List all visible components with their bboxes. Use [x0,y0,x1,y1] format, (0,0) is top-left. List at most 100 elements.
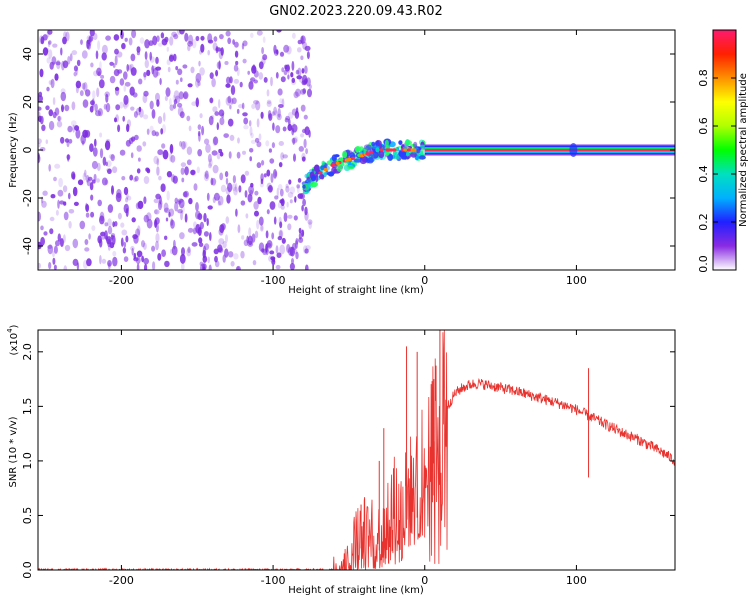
noise-blob [170,248,174,254]
noise-blob [187,246,191,254]
noise-blob [72,186,78,197]
noise-blob [234,50,239,58]
noise-blob [281,67,285,73]
noise-blob [168,152,173,162]
noise-blob [267,110,272,119]
noise-blob [114,86,120,91]
noise-blob [123,186,129,196]
noise-blob [65,31,70,42]
noise-blob [278,162,283,168]
noise-blob [155,66,162,71]
noise-blob [45,105,50,111]
noise-blob [166,46,169,52]
noise-blob [79,220,86,230]
noise-blob [256,141,262,148]
transition-blob [359,158,367,165]
noise-blob [137,225,141,236]
noise-blob [227,37,232,45]
noise-blob [85,175,90,183]
noise-blob [97,235,102,244]
x-tick-label: -200 [109,274,134,287]
noise-blob [171,31,178,37]
noise-blob [143,114,149,120]
noise-blob [40,236,45,246]
transition-blob [346,165,354,170]
noise-blob [188,197,193,205]
noise-blob [272,257,276,263]
noise-blob [61,104,64,113]
transition-blob [302,184,306,189]
spectrogram-ylabel: Frequency (Hz) [8,112,19,188]
noise-blob [265,140,270,147]
noise-blob [149,100,154,110]
noise-blob [295,251,299,260]
noise-blob [283,69,288,76]
noise-blob [213,36,218,42]
noise-blob [218,238,225,245]
transition-blob [398,150,407,158]
noise-blob [63,265,68,270]
noise-blob [182,64,188,69]
noise-blob [121,176,126,181]
noise-blob [143,176,150,184]
noise-blob [158,175,162,181]
noise-blob [123,95,129,105]
noise-blob [48,40,52,45]
transition-blob [405,151,410,157]
noise-blob [99,211,105,222]
transition-blob [355,146,360,153]
noise-blob [168,54,174,62]
noise-blob [195,35,200,42]
noise-blob [177,102,183,108]
noise-blob [126,123,130,133]
y-tick-label: 0 [21,147,34,154]
noise-blob [39,115,44,125]
noise-blob [183,141,188,149]
snr-panel: -200 -100 0 100 0.0 0.5 1.0 1.5 2.0 Height of st… [6,324,676,596]
noise-blob [81,82,86,90]
transition-blob [310,181,318,188]
noise-blob [225,234,228,243]
noise-blob [117,69,123,74]
noise-blob [253,201,259,210]
noise-blob [144,59,149,69]
noise-blob [160,183,166,192]
noise-blob [48,262,52,270]
noise-blob [287,123,293,132]
noise-blob [186,115,191,122]
noise-blob [204,138,210,145]
noise-blob [123,71,128,80]
noise-blob [284,117,289,123]
noise-blob [56,120,63,128]
noise-blob [72,238,79,249]
noise-blob [180,210,183,221]
noise-blob [281,237,286,244]
noise-blob [168,211,171,218]
noise-blob [304,248,309,254]
x-tick-label: 100 [566,574,587,587]
noise-blob [123,241,127,248]
noise-blob [109,242,115,249]
noise-blob [181,141,186,150]
noise-blob [71,50,78,56]
noise-blob [71,101,76,111]
noise-blob [207,153,212,163]
noise-blob [254,190,259,196]
noise-blob [85,204,90,212]
noise-blob [277,202,282,209]
noise-blob [97,199,102,207]
noise-blob [143,242,147,250]
noise-blob [212,196,216,203]
noise-blob [40,36,45,45]
noise-blob [169,143,174,154]
noise-blob [56,59,61,70]
noise-blob [262,54,268,61]
noise-blob [114,48,119,55]
noise-blob [198,242,204,247]
spectrogram-content [38,30,675,270]
noise-blob [205,143,211,153]
noise-blob [130,53,136,62]
noise-blob [163,207,170,214]
noise-blob [254,210,259,217]
